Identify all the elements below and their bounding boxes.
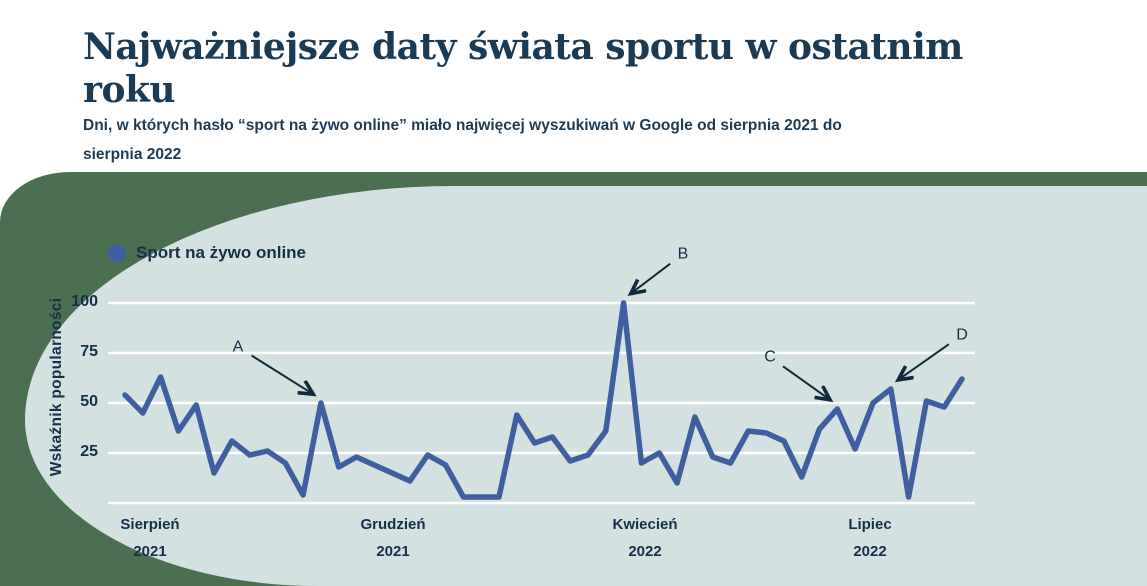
y-tick-label-100: 100 — [71, 293, 98, 310]
y-tick-label-50: 50 — [80, 393, 98, 410]
x-tick-month: Grudzień — [360, 516, 426, 533]
annotation-label-B: B — [678, 246, 689, 263]
annotation-label-D: D — [956, 327, 968, 344]
annotation-arrow-D — [899, 343, 950, 379]
annotation-arrow-B — [632, 262, 671, 293]
x-tick-month: Lipiec — [848, 516, 892, 533]
annotation-arrow-A — [251, 354, 313, 394]
x-tick-year: 2022 — [853, 543, 887, 560]
chart-canvas: A B C D — [108, 246, 975, 505]
x-tick-label-grudzień: Grudzień 2021 — [323, 511, 463, 565]
x-tick-label-lipiec: Lipiec 2022 — [800, 511, 940, 565]
page-subtitle: Dni, w których hasło “sport na żywo onli… — [83, 116, 842, 163]
legend-dot-icon — [108, 244, 126, 262]
series-line — [122, 300, 965, 500]
x-tick-year: 2021 — [376, 543, 410, 560]
x-tick-month: Sierpień — [120, 516, 180, 533]
x-tick-label-kwiecień: Kwiecień 2022 — [575, 511, 715, 565]
annotation-label-C: C — [764, 349, 776, 366]
chart-legend: Sport na żywo online — [108, 243, 306, 263]
page-title: Najważniejsze daty świata sportu w ostat… — [83, 26, 963, 112]
x-tick-label-sierpień: Sierpień 2021 — [80, 511, 220, 565]
y-tick-label-25: 25 — [80, 443, 98, 460]
annotation-label-A: A — [233, 339, 244, 356]
x-tick-year: 2021 — [133, 543, 167, 560]
annotation-arrow-C — [782, 365, 829, 399]
legend-label: Sport na żywo online — [136, 243, 307, 262]
y-tick-label-75: 75 — [80, 343, 98, 360]
x-tick-month: Kwiecień — [612, 516, 678, 533]
x-tick-year: 2022 — [628, 543, 662, 560]
